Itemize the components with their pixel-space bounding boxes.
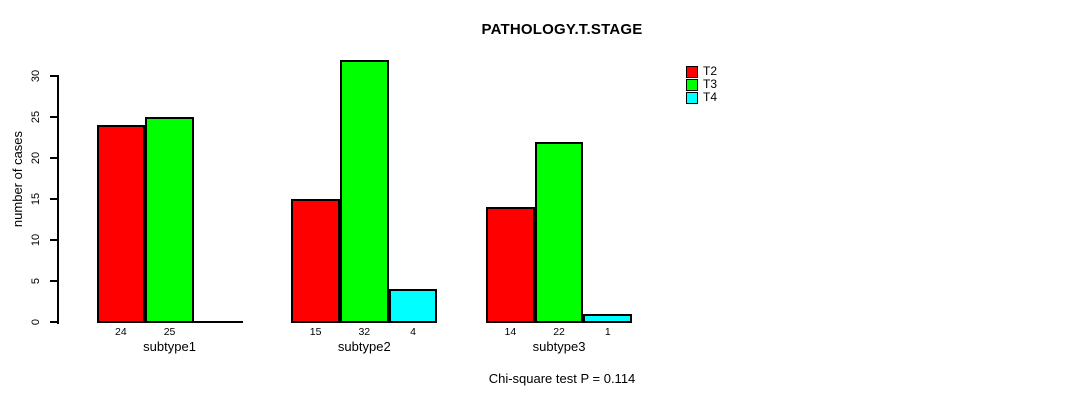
bar-T3-subtype3 — [534, 141, 584, 323]
y-tick — [50, 116, 57, 118]
bar-value-label: 22 — [553, 326, 565, 338]
bar-value-label: 14 — [504, 326, 517, 338]
chi-square-annotation: Chi-square test P = 0.114 — [488, 371, 636, 386]
bar-value-label: 15 — [309, 326, 322, 338]
y-tick — [50, 157, 57, 159]
y-tick — [50, 280, 57, 282]
y-tick — [50, 198, 57, 200]
bar-value-label: 25 — [163, 326, 176, 338]
bar-T2-subtype1 — [96, 125, 146, 323]
y-axis-line — [57, 75, 59, 324]
bar-value-label: 4 — [410, 326, 416, 338]
legend-swatch-T4 — [686, 91, 698, 104]
bar-T3-subtype1 — [145, 117, 194, 323]
y-axis-label: number of cases — [9, 130, 25, 228]
bar-value-label: 24 — [115, 326, 127, 338]
bar-T2-subtype3 — [486, 207, 535, 323]
bar-T4-subtype1 — [193, 321, 243, 323]
legend-swatch-T3 — [686, 78, 698, 91]
legend-label: T3 — [703, 77, 718, 91]
y-tick — [50, 239, 57, 241]
legend: T2 T3 T4 — [686, 64, 718, 105]
legend-item-T4: T4 — [686, 90, 718, 104]
y-tick-label: 30 — [30, 69, 42, 83]
legend-item-T2: T2 — [686, 64, 718, 78]
legend-label: T4 — [703, 90, 718, 104]
bar-T4-subtype3 — [583, 313, 633, 323]
legend-label: T2 — [703, 64, 718, 78]
legend-item-T3: T3 — [686, 77, 718, 91]
chart-title: PATHOLOGY.T.STAGE — [481, 21, 643, 38]
y-tick — [50, 321, 57, 323]
category-label-subtype3: subtype3 — [532, 339, 586, 354]
bar-T4-subtype2 — [388, 289, 438, 323]
bar-T2-subtype2 — [291, 199, 340, 323]
category-label-subtype1: subtype1 — [143, 339, 196, 354]
bar-T3-subtype2 — [339, 59, 389, 323]
y-tick — [50, 75, 57, 77]
category-label-subtype2: subtype2 — [337, 339, 391, 354]
bar-value-label: 1 — [604, 326, 611, 338]
bar-value-label: 32 — [358, 326, 371, 338]
legend-swatch-T2 — [686, 65, 698, 78]
